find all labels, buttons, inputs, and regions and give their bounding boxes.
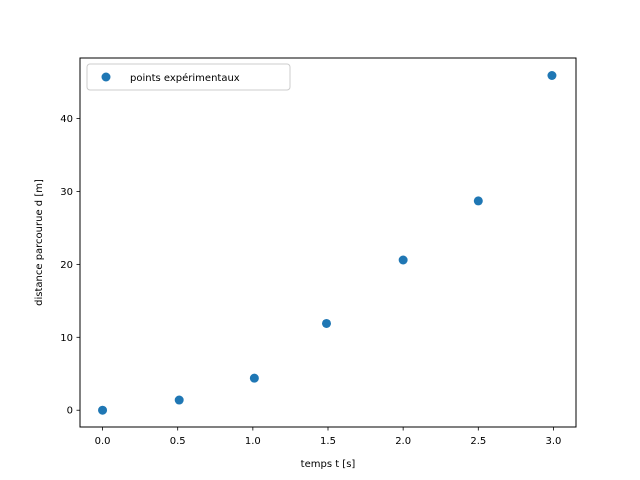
legend: points expérimentaux — [86, 63, 291, 91]
x-tick-label: 2.5 — [470, 436, 486, 447]
legend-marker — [101, 72, 111, 82]
data-point — [321, 318, 331, 328]
data-point — [398, 255, 408, 265]
axes-frame — [79, 57, 577, 428]
y-tick-label: 40 — [60, 114, 73, 125]
data-points — [98, 71, 557, 415]
legend-entry-label: points expérimentaux — [130, 72, 240, 84]
y-axis-ticks: 0 10 20 30 40 — [60, 114, 80, 417]
data-point — [547, 71, 557, 81]
x-tick-label: 2.0 — [395, 436, 411, 447]
data-point — [473, 196, 483, 206]
y-tick-label: 30 — [60, 187, 73, 198]
y-tick-label: 10 — [60, 333, 73, 344]
data-point — [174, 395, 184, 405]
y-tick-label: 20 — [60, 260, 73, 271]
y-tick-label: 0 — [67, 406, 73, 417]
data-point — [98, 405, 108, 415]
x-tick-label: 1.5 — [320, 436, 336, 447]
x-axis-label: temps t [s] — [301, 459, 356, 470]
y-axis-label: distance parcourue d [m] — [34, 179, 45, 306]
x-tick-label: 0.5 — [170, 436, 186, 447]
x-tick-label: 0.0 — [95, 436, 111, 447]
x-tick-label: 1.0 — [245, 436, 261, 447]
x-tick-label: 3.0 — [546, 436, 562, 447]
legend-box — [86, 63, 291, 91]
x-axis-ticks: 0.0 0.5 1.0 1.5 2.0 2.5 3.0 — [95, 427, 562, 447]
data-point — [249, 373, 259, 383]
